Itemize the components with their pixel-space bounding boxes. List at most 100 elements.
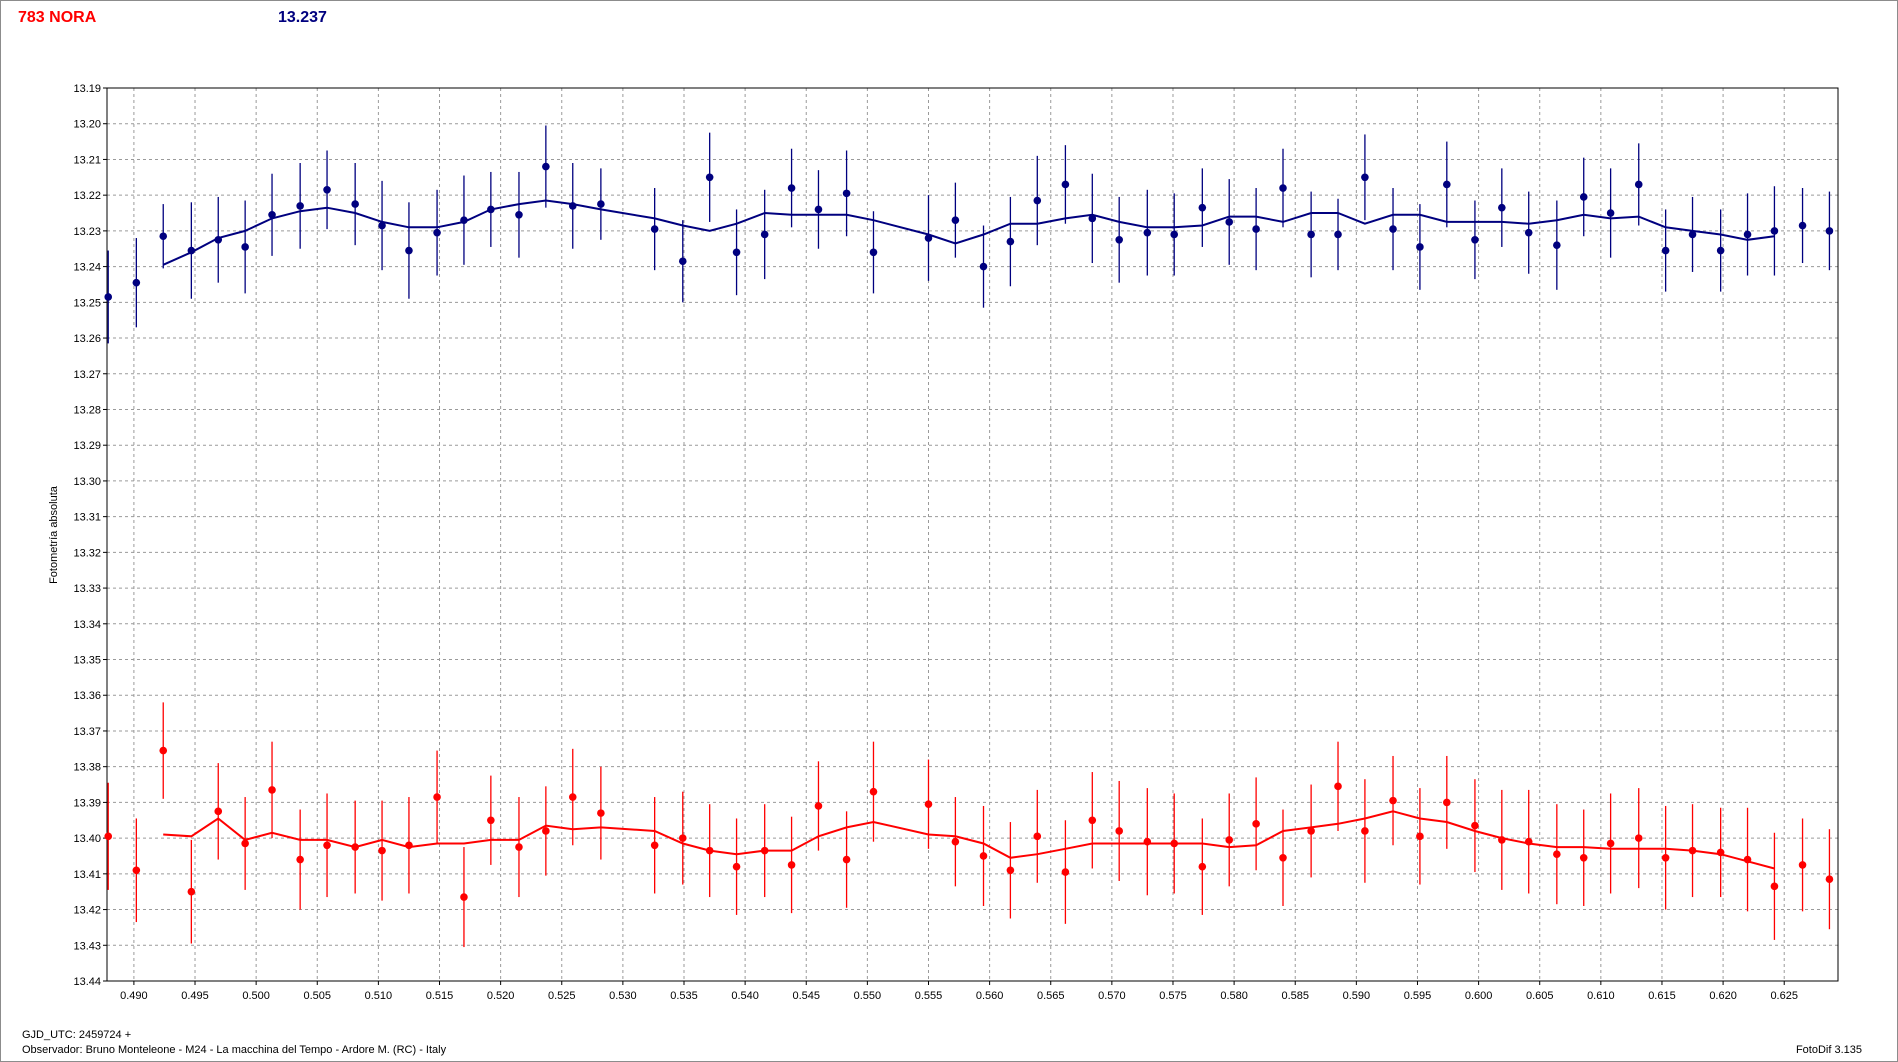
comparison-series-point xyxy=(705,846,714,855)
comparison-series-point xyxy=(1498,836,1506,844)
comparison-series-point xyxy=(1143,837,1152,846)
comparison-series-point xyxy=(487,816,495,825)
comparison-series-point xyxy=(187,887,196,896)
comparison-series-point xyxy=(1716,848,1725,857)
x-tick-label: 0.555 xyxy=(915,990,943,1002)
plot-area xyxy=(107,88,1838,981)
x-tick-label: 0.605 xyxy=(1526,990,1554,1002)
y-tick-label: 13.20 xyxy=(73,119,101,131)
asteroid-series-point xyxy=(1606,209,1615,217)
y-tick-label: 13.29 xyxy=(73,440,101,452)
asteroid-series-point xyxy=(241,243,249,251)
comparison-series-point xyxy=(542,827,550,835)
comparison-series-point xyxy=(842,855,851,864)
comparison-series-point xyxy=(241,839,249,848)
comparison-series-point xyxy=(323,841,331,850)
comparison-series-point xyxy=(1170,839,1179,848)
asteroid-series-point xyxy=(1061,180,1070,189)
y-tick-label: 13.22 xyxy=(73,190,101,202)
x-tick-label: 0.495 xyxy=(181,990,209,1002)
y-tick-label: 13.42 xyxy=(73,905,101,917)
asteroid-series-point xyxy=(1471,236,1479,244)
asteroid-series-point xyxy=(1688,230,1697,239)
asteroid-series-point xyxy=(732,248,741,257)
comparison-series-point xyxy=(1688,846,1697,855)
comparison-series-point xyxy=(678,834,687,842)
asteroid-series-point xyxy=(1443,180,1451,189)
comparison-series-point xyxy=(1252,820,1260,828)
plot-border xyxy=(106,87,1839,982)
y-tick-label: 13.33 xyxy=(73,583,101,595)
comparison-series-point xyxy=(268,786,276,794)
asteroid-series-point xyxy=(678,257,687,266)
asteroid-series-point xyxy=(1770,227,1779,235)
comparison-series-point xyxy=(132,866,141,875)
x-tick-label: 0.500 xyxy=(242,990,270,1002)
x-tick-label: 0.600 xyxy=(1465,990,1493,1002)
asteroid-series-point xyxy=(104,293,113,301)
asteroid-series-point xyxy=(979,262,988,271)
asteroid-series-point xyxy=(1825,227,1834,235)
comparison-series-point xyxy=(597,809,605,817)
asteroid-series-point xyxy=(1553,241,1561,249)
comparison-series-point xyxy=(1416,832,1424,841)
asteroid-series-point xyxy=(1198,203,1207,212)
x-axis-label: GJD_UTC: 2459724 + xyxy=(22,1029,132,1041)
asteroid-series-point xyxy=(1361,173,1369,182)
asteroid-series-point xyxy=(405,246,413,255)
y-tick-label: 13.23 xyxy=(73,226,101,238)
comparison-series-point xyxy=(1661,853,1670,862)
asteroid-series-point xyxy=(814,205,823,214)
comparison-series-point xyxy=(760,846,769,855)
comparison-series-point xyxy=(104,832,113,841)
y-tick-label: 13.30 xyxy=(73,476,101,488)
comparison-series-point xyxy=(1471,821,1479,830)
asteroid-series-point xyxy=(1006,237,1015,246)
x-tick-label: 0.505 xyxy=(303,990,331,1002)
asteroid-series-point xyxy=(1115,236,1123,244)
comparison-series-point xyxy=(1798,861,1807,869)
comparison-series-point xyxy=(378,846,386,855)
x-tick-label: 0.565 xyxy=(1037,990,1065,1002)
asteroid-series-point xyxy=(323,186,331,194)
comparison-series-point xyxy=(1553,850,1561,858)
y-tick-label: 13.26 xyxy=(73,333,101,345)
x-tick-label: 0.575 xyxy=(1159,990,1187,1002)
y-tick-label: 13.31 xyxy=(73,512,101,524)
comparison-series-point xyxy=(433,793,441,801)
comparison-series-point xyxy=(1198,862,1207,871)
comparison-series-point xyxy=(214,807,223,816)
y-tick-label: 13.40 xyxy=(73,833,101,845)
asteroid-series-point xyxy=(1743,230,1752,239)
x-tick-label: 0.545 xyxy=(792,990,820,1002)
asteroid-series-point xyxy=(1252,225,1260,233)
asteroid-series-point xyxy=(1661,246,1670,255)
asteroid-series-point xyxy=(187,246,196,255)
x-tick-label: 0.490 xyxy=(120,990,148,1002)
comparison-series-point xyxy=(1225,836,1234,844)
comparison-series-point xyxy=(1743,855,1752,864)
x-tick-label: 0.570 xyxy=(1098,990,1126,1002)
observer-credit: Observador: Bruno Monteleone - M24 - La … xyxy=(22,1044,447,1056)
object-name-label: 783 NORA xyxy=(18,9,97,26)
asteroid-series-point xyxy=(1143,228,1152,237)
x-tick-label: 0.515 xyxy=(426,990,454,1002)
asteroid-series-point xyxy=(1716,246,1725,255)
asteroid-series-point xyxy=(460,216,468,224)
x-tick-label: 0.510 xyxy=(365,990,393,1002)
x-tick-label: 0.550 xyxy=(854,990,882,1002)
comparison-series-point xyxy=(951,837,960,846)
asteroid-series-point xyxy=(214,236,223,244)
comparison-series-point xyxy=(1006,866,1015,875)
asteroid-series-point xyxy=(597,200,605,208)
asteroid-series-point xyxy=(433,228,441,237)
asteroid-series-point xyxy=(159,232,168,241)
comparison-series-point xyxy=(515,843,523,851)
comparison-series-point xyxy=(1307,827,1315,835)
asteroid-series-point xyxy=(542,162,550,171)
comparison-series-point xyxy=(1770,882,1779,891)
comparison-series-point xyxy=(1361,827,1369,835)
asteroid-series-point xyxy=(705,173,714,182)
asteroid-series-point xyxy=(1170,230,1179,239)
comparison-series-point xyxy=(1606,839,1615,848)
